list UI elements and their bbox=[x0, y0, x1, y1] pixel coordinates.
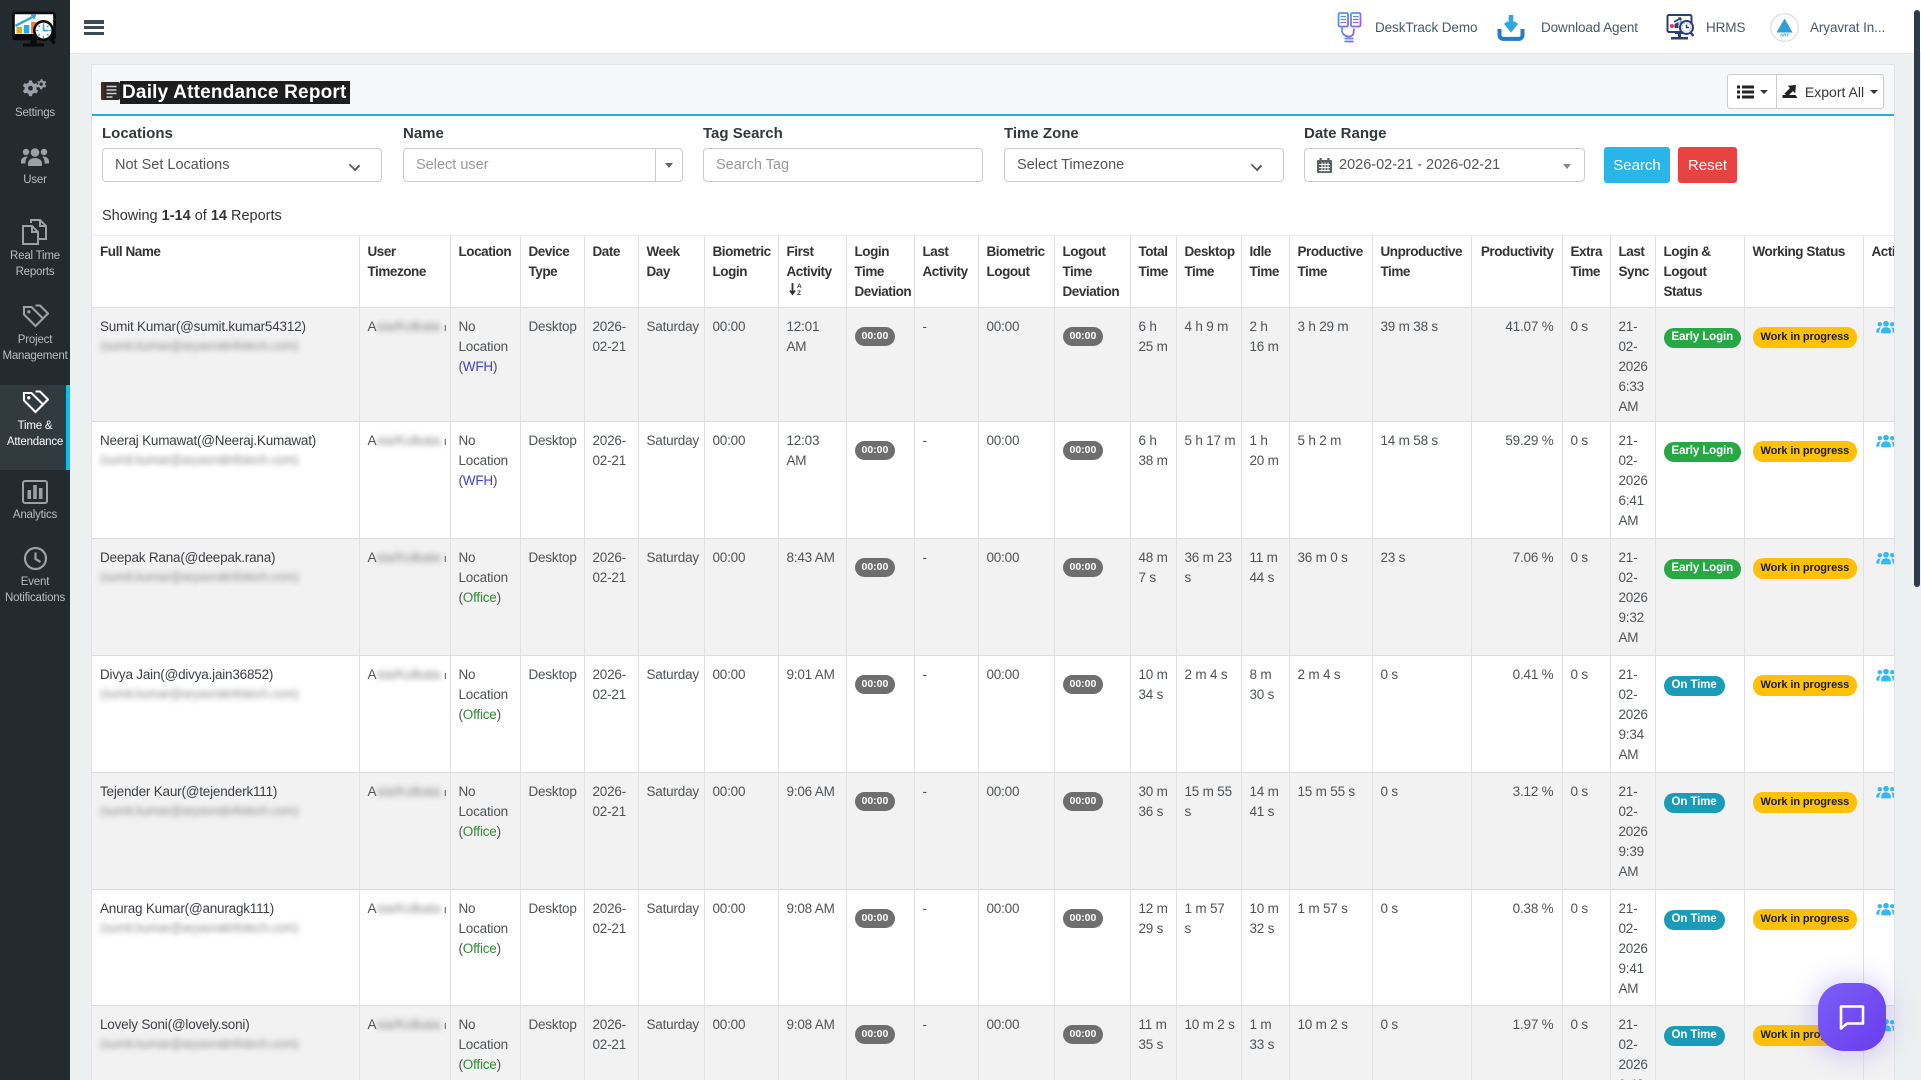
svg-text:ARY: ARY bbox=[1780, 33, 1789, 38]
svg-text:Z: Z bbox=[797, 290, 801, 296]
svg-text:A: A bbox=[797, 283, 802, 290]
